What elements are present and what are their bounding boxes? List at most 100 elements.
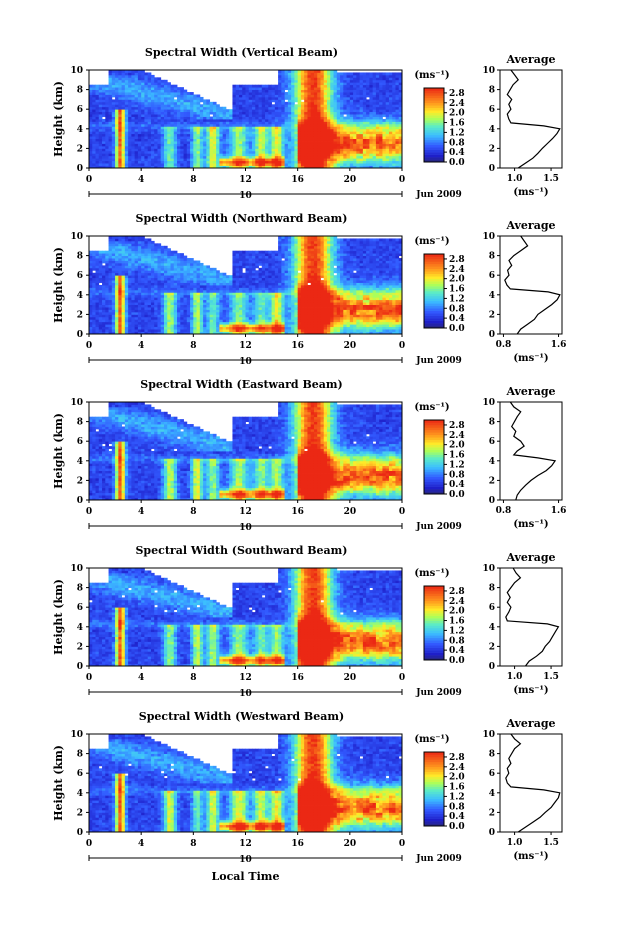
avg-y-tick-label: 0 bbox=[489, 496, 495, 506]
day-label: 10 bbox=[239, 523, 252, 533]
avg-x-tick-label: 1.5 bbox=[543, 838, 559, 848]
colorbar-unit: (ms⁻¹) bbox=[414, 402, 449, 413]
y-tick-label: 8 bbox=[77, 418, 83, 428]
y-tick-label: 2 bbox=[77, 144, 83, 154]
y-tick-label: 8 bbox=[77, 584, 83, 594]
x-tick-label: 0 bbox=[86, 175, 92, 185]
avg-y-tick-label: 8 bbox=[489, 418, 495, 428]
x-tick-label: 4 bbox=[138, 341, 144, 351]
colorbar-tick-label: 0.4 bbox=[449, 646, 465, 656]
y-tick-label: 4 bbox=[77, 789, 83, 799]
chart-title: Spectral Width (Southward Beam) bbox=[135, 544, 347, 557]
colorbar-tick-label: 0.8 bbox=[449, 138, 465, 148]
average-title: Average bbox=[505, 219, 555, 232]
x-tick-label: 20 bbox=[344, 839, 357, 849]
avg-x-tick-label: 1.5 bbox=[543, 174, 559, 184]
colorbar-tick-label: 2.4 bbox=[449, 99, 465, 109]
chart-panel-4: Spectral Width (Westward Beam)0246810Hei… bbox=[52, 710, 562, 865]
colorbar-tick-label: 0.0 bbox=[449, 324, 465, 334]
x-tick-label: 16 bbox=[291, 341, 304, 351]
y-tick-label: 2 bbox=[77, 808, 83, 818]
avg-y-tick-label: 10 bbox=[482, 66, 495, 76]
heatmap-cells bbox=[89, 568, 402, 666]
avg-x-tick-label: 0.8 bbox=[496, 506, 512, 516]
x-tick-label: 4 bbox=[138, 175, 144, 185]
average-frame bbox=[500, 402, 562, 500]
colorbar-tick-label: 1.2 bbox=[449, 792, 465, 802]
x-tick-label: 20 bbox=[344, 507, 357, 517]
avg-x-tick-label: 1.6 bbox=[551, 340, 567, 350]
y-tick-label: 10 bbox=[70, 564, 83, 574]
x-axis-label: Local Time bbox=[212, 870, 280, 883]
colorbar-tick-label: 2.8 bbox=[449, 753, 465, 763]
colorbar-tick-label: 2.8 bbox=[449, 89, 465, 99]
date-label: Jun 2009 bbox=[415, 190, 462, 200]
day-label: 10 bbox=[239, 855, 252, 865]
colorbar-tick-label: 2.4 bbox=[449, 431, 465, 441]
avg-x-tick-label: 1.6 bbox=[551, 506, 567, 516]
y-tick-label: 0 bbox=[77, 330, 83, 340]
avg-x-axis-label: (ms⁻¹) bbox=[513, 187, 548, 198]
day-label: 10 bbox=[239, 689, 252, 699]
avg-y-tick-label: 4 bbox=[489, 125, 495, 135]
avg-y-tick-label: 4 bbox=[489, 457, 495, 467]
day-label: 10 bbox=[239, 191, 252, 201]
colorbar-tick-label: 0.8 bbox=[449, 636, 465, 646]
x-tick-label: 12 bbox=[239, 839, 252, 849]
heatmap-cells bbox=[89, 70, 402, 168]
avg-x-axis-label: (ms⁻¹) bbox=[513, 685, 548, 696]
chart-panel-0: Spectral Width (Vertical Beam)0246810Hei… bbox=[52, 46, 562, 201]
x-tick-label: 20 bbox=[344, 175, 357, 185]
avg-x-tick-label: 1.0 bbox=[507, 838, 523, 848]
avg-y-tick-label: 0 bbox=[489, 662, 495, 672]
colorbar-tick-label: 2.0 bbox=[449, 275, 465, 285]
avg-y-tick-label: 8 bbox=[489, 252, 495, 262]
y-tick-label: 10 bbox=[70, 66, 83, 76]
avg-x-tick-label: 1.0 bbox=[507, 174, 523, 184]
avg-x-axis-label: (ms⁻¹) bbox=[513, 851, 548, 862]
x-tick-label: 12 bbox=[239, 341, 252, 351]
avg-x-axis-label: (ms⁻¹) bbox=[513, 353, 548, 364]
avg-y-tick-label: 6 bbox=[489, 437, 495, 447]
colorbar-tick-label: 1.2 bbox=[449, 128, 465, 138]
date-label: Jun 2009 bbox=[415, 356, 462, 366]
colorbar-tick-label: 0.8 bbox=[449, 470, 465, 480]
y-tick-label: 10 bbox=[70, 730, 83, 740]
x-tick-label: 4 bbox=[138, 507, 144, 517]
colorbar-tick-label: 1.2 bbox=[449, 294, 465, 304]
colorbar-tick-label: 1.6 bbox=[449, 783, 465, 793]
colorbar-tick-label: 2.0 bbox=[449, 607, 465, 617]
colorbar-tick-label: 2.4 bbox=[449, 265, 465, 275]
avg-y-tick-label: 10 bbox=[482, 398, 495, 408]
y-tick-label: 4 bbox=[77, 125, 83, 135]
avg-x-axis-label: (ms⁻¹) bbox=[513, 519, 548, 530]
avg-y-tick-label: 2 bbox=[489, 642, 495, 652]
colorbar-tick-label: 0.0 bbox=[449, 656, 465, 666]
x-tick-label: 4 bbox=[138, 839, 144, 849]
avg-y-tick-label: 6 bbox=[489, 271, 495, 281]
y-tick-label: 6 bbox=[77, 271, 83, 281]
colorbar-tick-label: 1.2 bbox=[449, 460, 465, 470]
average-frame bbox=[500, 568, 562, 666]
colorbar-tick-label: 0.0 bbox=[449, 490, 465, 500]
y-tick-label: 4 bbox=[77, 623, 83, 633]
avg-y-tick-label: 4 bbox=[489, 623, 495, 633]
y-axis-label: Height (km) bbox=[52, 247, 65, 323]
avg-y-tick-label: 4 bbox=[489, 789, 495, 799]
x-tick-label: 0 bbox=[86, 673, 92, 683]
x-tick-label: 0 bbox=[399, 839, 405, 849]
chart-panel-2: Spectral Width (Eastward Beam)0246810Hei… bbox=[52, 378, 566, 533]
average-title: Average bbox=[505, 551, 555, 564]
avg-y-tick-label: 10 bbox=[482, 730, 495, 740]
x-tick-label: 16 bbox=[291, 839, 304, 849]
heatmap-cells bbox=[89, 236, 402, 334]
avg-x-tick-label: 1.0 bbox=[507, 672, 523, 682]
colorbar-tick-label: 1.2 bbox=[449, 626, 465, 636]
avg-y-tick-label: 6 bbox=[489, 105, 495, 115]
date-label: Jun 2009 bbox=[415, 688, 462, 698]
y-tick-label: 0 bbox=[77, 496, 83, 506]
x-tick-label: 0 bbox=[399, 341, 405, 351]
colorbar-unit: (ms⁻¹) bbox=[414, 236, 449, 247]
x-tick-label: 20 bbox=[344, 341, 357, 351]
